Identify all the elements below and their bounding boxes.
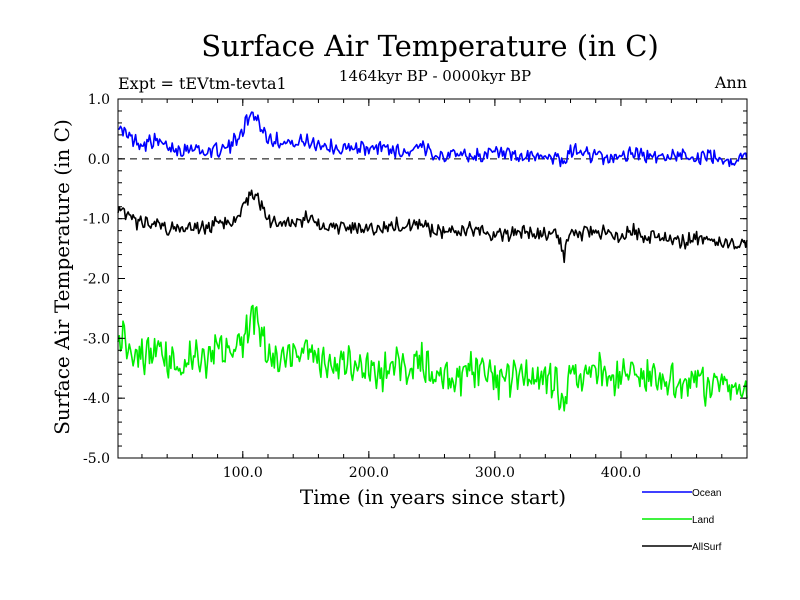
axes-layer: 1.0 0.0 -1.0 -2.0 -3.0 -4.0 -5.0 100.0 200.0 300.… [83, 92, 748, 481]
chart-title: Surface Air Temperature (in C) [201, 29, 659, 63]
legend: Ocean Land AllSurf [642, 488, 722, 553]
y-tick-label: -2.0 [83, 272, 110, 288]
series-layer [117, 111, 748, 412]
series-line-ocean [117, 111, 748, 168]
legend-label-allsurf: AllSurf [692, 542, 722, 553]
x-tick-label: 200.0 [349, 465, 389, 481]
x-tick-label: 100.0 [223, 465, 263, 481]
y-tick-label: -4.0 [83, 391, 110, 407]
x-axis-label: Time (in years since start) [300, 485, 566, 509]
x-tick-label: 300.0 [475, 465, 515, 481]
chart-subtitle: 1464kyr BP - 0000kyr BP [339, 67, 531, 85]
y-tick-label: 1.0 [88, 92, 110, 108]
experiment-label: Expt = tEVtm-tevta1 [118, 74, 287, 93]
y-tick-label: 0.0 [88, 152, 110, 168]
y-tick-label: -3.0 [83, 331, 110, 347]
y-tick-label: -5.0 [83, 451, 110, 467]
season-label: Ann [714, 73, 747, 92]
y-axis-label: Surface Air Temperature (in C) [50, 119, 74, 435]
legend-label-land: Land [692, 515, 714, 526]
x-tick-label: 400.0 [601, 465, 641, 481]
legend-label-ocean: Ocean [692, 488, 721, 499]
series-line-allsurf [117, 189, 748, 264]
y-tick-label: -1.0 [83, 212, 110, 228]
series-line-land [117, 304, 748, 412]
